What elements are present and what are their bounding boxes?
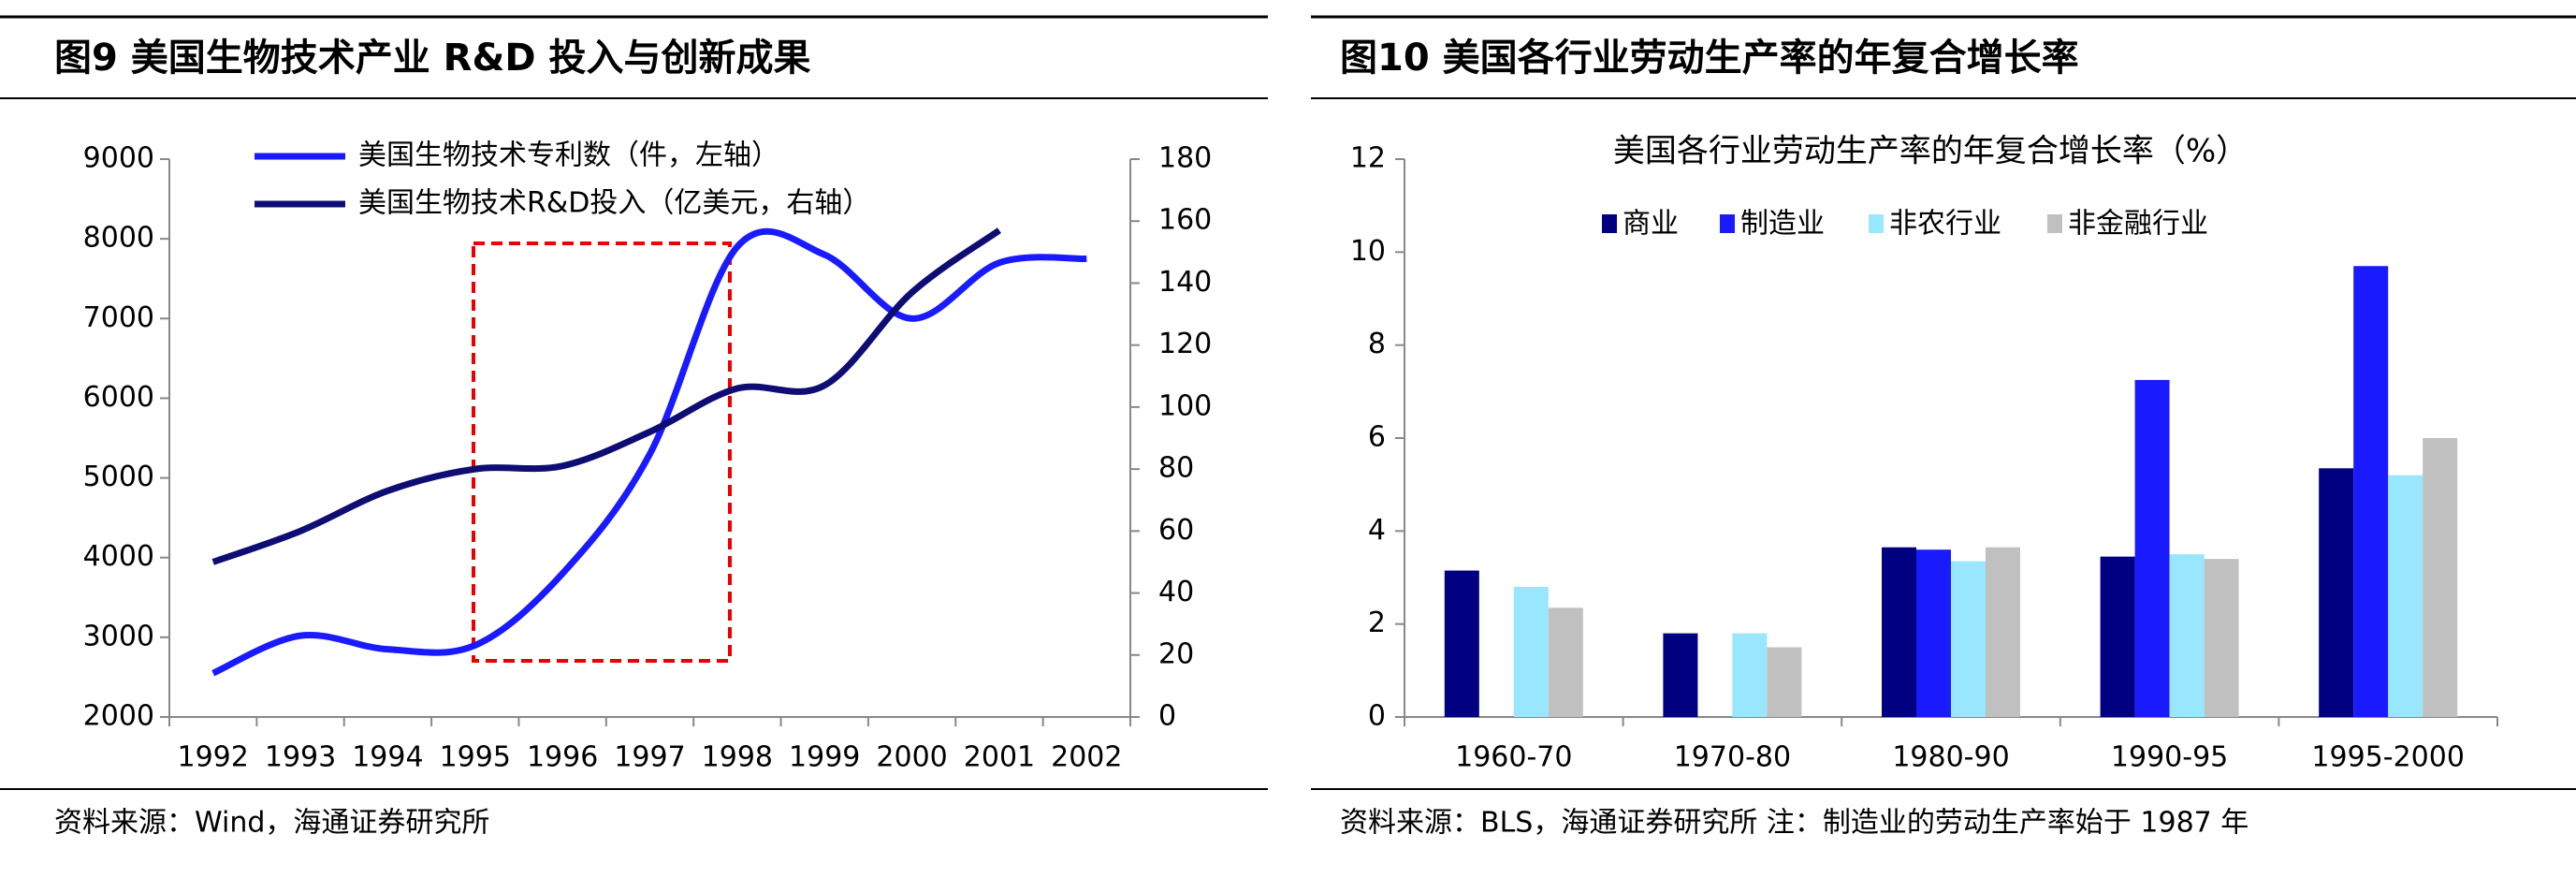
y2-tick-label: 60 xyxy=(1158,514,1194,547)
bar xyxy=(2134,379,2170,717)
legend-label: 美国生物技术R&D投入（亿美元，右轴） xyxy=(358,187,870,220)
bar xyxy=(1916,549,1951,717)
legend-label: 商业 xyxy=(1623,208,1679,241)
legend-swatch xyxy=(2047,214,2062,233)
y2-tick-label: 100 xyxy=(1158,389,1212,422)
x-tick-label: 1992 xyxy=(178,741,249,774)
bar xyxy=(1444,570,1479,717)
y2-tick-label: 160 xyxy=(1158,204,1212,237)
bar xyxy=(1767,647,1802,717)
y2-tick-label: 120 xyxy=(1158,328,1212,360)
y-tick-label: 6 xyxy=(1368,421,1386,454)
y-tick-label: 0 xyxy=(1368,700,1386,733)
y2-tick-label: 80 xyxy=(1158,452,1194,485)
bar xyxy=(2169,554,2205,717)
x-tick-label: 1970-80 xyxy=(1674,741,1791,774)
legend-swatch xyxy=(1720,214,1735,233)
x-tick-label: 1993 xyxy=(265,741,336,774)
x-tick-label: 2000 xyxy=(876,741,947,774)
bar xyxy=(2100,556,2135,717)
chart-title: 图10 美国各行业劳动生产率的年复合增长率 xyxy=(1340,37,2079,80)
y-tick-label: 8 xyxy=(1368,328,1386,360)
bar xyxy=(2319,468,2354,717)
chart-subtitle: 美国各行业劳动生产率的年复合增长率（%） xyxy=(1613,133,2248,170)
x-tick-label: 1960-70 xyxy=(1455,741,1572,774)
y2-tick-label: 40 xyxy=(1158,576,1194,608)
y2-tick-label: 0 xyxy=(1158,700,1176,733)
y2-tick-label: 140 xyxy=(1158,266,1212,299)
bar xyxy=(2423,438,2458,717)
y2-tick-label: 180 xyxy=(1158,142,1212,175)
y-tick-label: 7000 xyxy=(83,301,154,334)
legend-label: 非金融行业 xyxy=(2068,208,2208,241)
y-tick-label: 4000 xyxy=(83,540,154,573)
bar xyxy=(1513,586,1549,717)
source: 资料来源：Wind，海通证券研究所 xyxy=(54,807,489,840)
x-tick-label: 1999 xyxy=(789,741,860,774)
x-tick-label: 1980-90 xyxy=(1892,741,2009,774)
y2-tick-label: 20 xyxy=(1158,637,1194,670)
y-tick-label: 2000 xyxy=(83,700,154,733)
x-tick-label: 1998 xyxy=(702,741,773,774)
bar xyxy=(2204,559,2239,717)
y-tick-label: 5000 xyxy=(83,461,154,493)
y-tick-label: 6000 xyxy=(83,381,154,414)
legend-swatch xyxy=(1869,214,1884,233)
bar xyxy=(1732,633,1768,717)
x-tick-label: 1995 xyxy=(440,741,511,774)
y-tick-label: 4 xyxy=(1368,514,1386,547)
y-tick-label: 10 xyxy=(1350,235,1386,268)
x-tick-label: 1996 xyxy=(527,741,598,774)
x-tick-label: 1995-2000 xyxy=(2311,741,2465,774)
chart-title: 图9 美国生物技术产业 R&D 投入与创新成果 xyxy=(54,37,811,80)
line-series xyxy=(211,227,1087,677)
bar xyxy=(2388,475,2423,717)
x-tick-label: 1990-95 xyxy=(2111,741,2228,774)
bar xyxy=(1548,607,1583,717)
x-tick-label: 1994 xyxy=(352,741,423,774)
y-tick-label: 12 xyxy=(1350,142,1386,175)
bar xyxy=(2353,266,2389,717)
legend-label: 制造业 xyxy=(1740,208,1825,241)
bar xyxy=(1882,547,1916,717)
y-tick-label: 8000 xyxy=(83,222,154,255)
bar xyxy=(1951,561,1986,717)
line-series xyxy=(211,227,1001,565)
legend-label: 美国生物技术专利数（件，左轴） xyxy=(358,139,779,172)
x-tick-label: 1997 xyxy=(614,741,685,774)
source: 资料来源：BLS，海通证券研究所 注：制造业的劳动生产率始于 1987 年 xyxy=(1340,807,2249,840)
bar xyxy=(1663,633,1698,717)
legend-label: 非农行业 xyxy=(1889,208,2001,241)
bar xyxy=(1986,547,2020,717)
legend-swatch xyxy=(1602,214,1617,233)
y-tick-label: 9000 xyxy=(83,142,154,175)
highlight-box xyxy=(472,241,732,663)
y-tick-label: 3000 xyxy=(83,620,154,652)
y-tick-label: 2 xyxy=(1368,607,1386,639)
x-tick-label: 2001 xyxy=(964,741,1035,774)
x-tick-label: 2002 xyxy=(1051,741,1122,774)
